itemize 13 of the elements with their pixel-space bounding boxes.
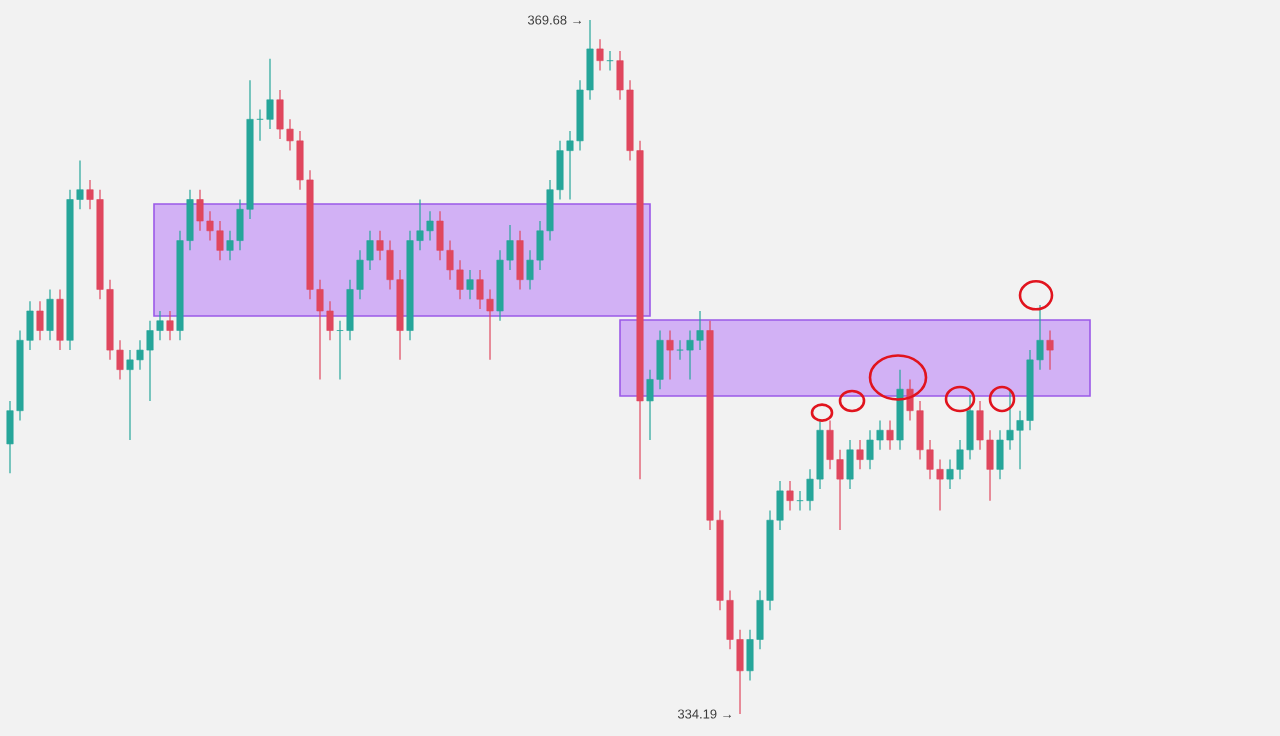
candlestick	[666, 329, 674, 381]
candlestick	[596, 38, 604, 72]
candlestick	[36, 300, 44, 341]
candlestick	[846, 439, 854, 490]
candlestick	[166, 310, 174, 341]
candlestick	[856, 439, 864, 470]
candlestick	[56, 288, 64, 351]
candlestick	[886, 419, 894, 451]
candlestick	[46, 288, 54, 341]
candlestick	[466, 269, 474, 300]
candlestick	[516, 230, 524, 291]
candlestick	[1046, 329, 1054, 371]
candlestick	[786, 480, 794, 512]
